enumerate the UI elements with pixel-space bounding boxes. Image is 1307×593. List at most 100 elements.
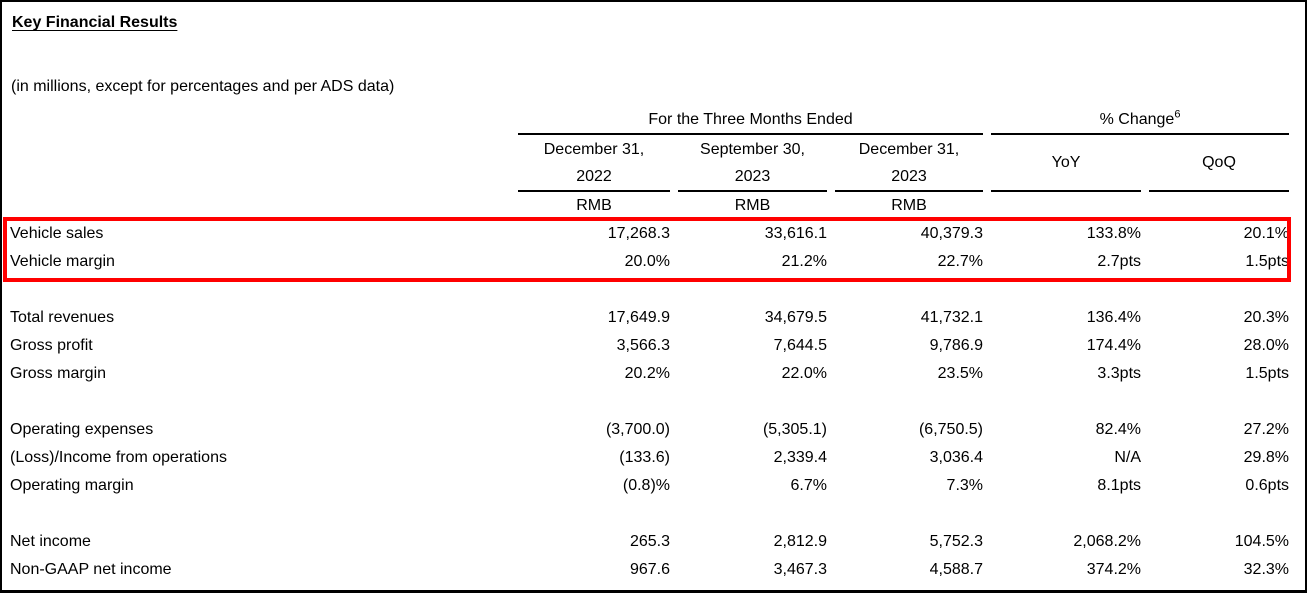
- cell-value: 136.4%: [1086, 309, 1142, 326]
- unit-row: RMB RMB RMB: [10, 192, 1289, 220]
- cell-value: 32.3%: [1243, 561, 1290, 578]
- cell-value: 2,812.9: [773, 533, 827, 550]
- date-line1: December 31,: [858, 140, 960, 158]
- empty-cell: [1149, 192, 1289, 220]
- date-line2: 2023: [891, 167, 927, 185]
- cell-value: 3.3pts: [1097, 365, 1142, 382]
- cell-value: 20.2%: [624, 365, 670, 382]
- cell-value: 104.5%: [1234, 533, 1290, 550]
- col-group-period-label: For the Three Months Ended: [648, 111, 853, 128]
- cell-value: 967.6: [629, 561, 670, 578]
- empty-cell: [991, 192, 1141, 220]
- row-label: Operating expenses: [10, 421, 154, 438]
- row-label: (Loss)/Income from operations: [10, 449, 227, 466]
- spacer-row: [10, 500, 1289, 528]
- row-label: Total revenues: [10, 309, 115, 326]
- table-row: Non-GAAP net income 967.6 3,467.3 4,588.7 37…: [10, 556, 1289, 584]
- table-row: (Loss)/Income from operations (133.6) 2,33…: [10, 444, 1289, 472]
- cell-value: 33,616.1: [764, 225, 827, 242]
- cell-value: 34,679.5: [764, 309, 827, 326]
- unit-rmb: RMB: [891, 197, 927, 214]
- table-row: Vehicle sales 17,268.3 33,616.1 40,379.3 133…: [10, 220, 1289, 248]
- table-row: Gross margin 20.2% 22.0% 23.5% 3.3pts 1.5pts: [10, 360, 1289, 388]
- col-header-yoy: YoY: [991, 135, 1142, 192]
- cell-value: (0.8)%: [622, 477, 670, 494]
- cell-value: (133.6): [619, 449, 670, 466]
- col-header-qoq: QoQ: [1149, 135, 1290, 192]
- cell-value: 28.0%: [1243, 337, 1290, 354]
- table-row: Net income 265.3 2,812.9 5,752.3 2,068.2% 104…: [10, 528, 1289, 556]
- col-group-change-label: % Change: [1099, 111, 1175, 128]
- cell-value: 22.0%: [781, 365, 827, 382]
- row-label: Net income: [10, 533, 91, 550]
- cell-value: 29.8%: [1243, 449, 1290, 466]
- footnote-ref: 6: [1174, 108, 1181, 121]
- cell-value: 2,339.4: [773, 449, 827, 466]
- row-label: Operating margin: [10, 477, 134, 494]
- row-label: Gross margin: [10, 365, 107, 382]
- cell-value: (3,700.0): [605, 421, 670, 438]
- cell-value: 8.1pts: [1097, 477, 1142, 494]
- cell-value: 265.3: [629, 533, 670, 550]
- cell-value: 3,036.4: [929, 449, 984, 466]
- cell-value: 1.5pts: [1245, 365, 1290, 382]
- column-header-row: December 31, 2022 September 30, 2023 Dec…: [10, 135, 1290, 192]
- cell-value: 2.7pts: [1097, 253, 1142, 270]
- cell-value: 9,786.9: [929, 337, 984, 354]
- cell-value: 27.2%: [1243, 421, 1290, 438]
- cell-value: 22.7%: [937, 253, 984, 270]
- empty-cell: [10, 388, 1289, 416]
- col-header-dec-2023: December 31, 2023: [835, 135, 984, 192]
- cell-value: 20.1%: [1243, 225, 1290, 242]
- cell-value: 3,467.3: [773, 561, 827, 578]
- cell-value: N/A: [1114, 449, 1142, 466]
- empty-cell: [10, 192, 510, 220]
- unit-rmb: RMB: [576, 197, 612, 214]
- date-line2: 2023: [734, 167, 771, 185]
- cell-value: 17,649.9: [607, 309, 670, 326]
- cell-value: 0.6pts: [1245, 477, 1290, 494]
- table-row: Operating margin (0.8)% 6.7% 7.3% 8.1pts 0.6p…: [10, 472, 1289, 500]
- table-row: Operating expenses (3,700.0) (5,305.1) (6,7…: [10, 416, 1289, 444]
- spacer-row: [10, 388, 1289, 416]
- financial-results-table: For the Three Months Ended % Change6 Dec…: [2, 107, 1297, 584]
- date-line1: September 30,: [700, 140, 805, 158]
- cell-value: 374.2%: [1086, 561, 1142, 578]
- cell-value: 6.7%: [790, 477, 827, 494]
- cell-value: 7,644.5: [773, 337, 827, 354]
- empty-cell: [10, 135, 510, 192]
- cell-value: 1.5pts: [1245, 253, 1290, 270]
- date-line2: 2022: [576, 167, 612, 185]
- column-group-row: For the Three Months Ended % Change6: [10, 107, 1290, 135]
- table-row: Vehicle margin 20.0% 21.2% 22.7% 2.7pts 1.5pt…: [10, 248, 1289, 276]
- empty-cell: [10, 107, 510, 135]
- row-label: Non-GAAP net income: [10, 561, 172, 578]
- col-header-dec-2022: December 31, 2022: [518, 135, 670, 192]
- table-row: Total revenues 17,649.9 34,679.5 41,732.1 13…: [10, 304, 1289, 332]
- cell-value: 41,732.1: [920, 309, 984, 326]
- empty-cell: [10, 500, 1289, 528]
- cell-value: 5,752.3: [929, 533, 984, 550]
- table-body: Vehicle sales 17,268.3 33,616.1 40,379.3 133…: [10, 220, 1289, 584]
- cell-value: 2,068.2%: [1073, 533, 1142, 550]
- row-label: Vehicle sales: [10, 225, 104, 242]
- row-label: Gross profit: [10, 337, 93, 354]
- table-row: Gross profit 3,566.3 7,644.5 9,786.9 174.4% 2…: [10, 332, 1289, 360]
- page-title: Key Financial Results: [12, 14, 178, 31]
- col-group-change: % Change6: [991, 107, 1290, 135]
- cell-value: 20.0%: [624, 253, 670, 270]
- cell-value: 20.3%: [1243, 309, 1290, 326]
- col-header-sep-2023: September 30, 2023: [678, 135, 827, 192]
- row-label: Vehicle margin: [10, 253, 115, 270]
- cell-value: 174.4%: [1086, 337, 1142, 354]
- cell-value: 82.4%: [1095, 421, 1142, 438]
- cell-value: (5,305.1): [762, 421, 827, 438]
- unit-rmb: RMB: [734, 197, 771, 214]
- col-group-period: For the Three Months Ended: [518, 107, 984, 135]
- cell-value: 23.5%: [937, 365, 984, 382]
- cell-value: 17,268.3: [607, 225, 670, 242]
- empty-cell: [10, 276, 1289, 304]
- cell-value: 4,588.7: [929, 561, 984, 578]
- cell-value: (6,750.5): [918, 421, 984, 438]
